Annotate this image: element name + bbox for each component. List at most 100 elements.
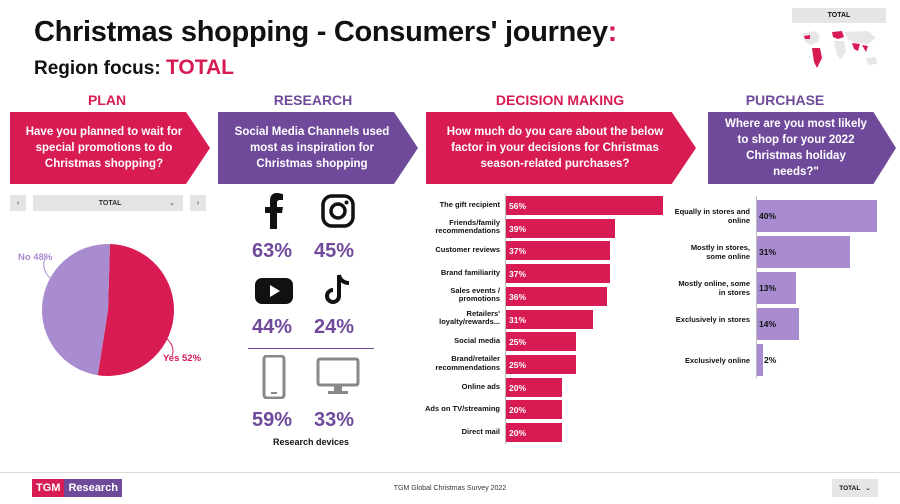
chevron-down-icon: ⌄ <box>865 485 871 492</box>
purchase-label: Exclusively in stores <box>675 315 750 324</box>
tiktok-icon <box>325 274 350 304</box>
plan-pie-chart <box>41 244 174 376</box>
decision-label: Brand/retailer recommendations <box>435 353 500 372</box>
decision-value: 36% <box>509 291 527 302</box>
purchase-bar[interactable] <box>757 200 877 232</box>
chevron-down-icon: ⌄ <box>169 200 175 207</box>
region-value: TOTAL <box>165 56 234 79</box>
tgm-research-logo: TGM Research <box>32 479 122 497</box>
footer-divider <box>0 472 900 473</box>
decision-value: 39% <box>509 223 527 234</box>
purchase-label: Mostly online, some in stores <box>678 279 750 297</box>
region-filter-select[interactable]: TOTAL ⌄ <box>33 195 183 211</box>
pie-slice-no[interactable] <box>41 244 110 376</box>
purchase-bar[interactable] <box>757 236 850 268</box>
facebook-icon <box>265 193 283 229</box>
decision-label: Retailers' loyalty/rewards... <box>439 308 500 327</box>
prev-button[interactable]: ‹ <box>10 195 26 211</box>
pie-label-yes: Yes 52% <box>163 353 202 364</box>
purchase-value: 13% <box>759 283 777 293</box>
region-filter-value: TOTAL <box>98 199 122 207</box>
smartphone-icon <box>262 355 286 399</box>
plan-heading: PLAN <box>87 92 127 108</box>
decision-label: Online ads <box>461 381 500 391</box>
purchase-axis <box>756 196 757 378</box>
purchase-value: 31% <box>759 247 777 257</box>
purchase-value: 40% <box>759 211 777 221</box>
decision-label: Direct mail <box>461 427 500 436</box>
region-prefix: Region focus: <box>34 58 166 79</box>
purchase-bar[interactable] <box>757 272 796 304</box>
decision-bar[interactable] <box>506 354 577 374</box>
pie-label-no: No 48% <box>18 252 53 263</box>
smartphone-percent: 59% <box>252 409 293 431</box>
decision-value: 25% <box>509 359 527 370</box>
footer-select-value: TOTAL <box>839 484 861 492</box>
purchase-value: 14% <box>759 319 777 329</box>
pie-leader-no <box>43 255 51 279</box>
decision-value: 37% <box>509 269 527 280</box>
region-map[interactable]: TOTAL <box>792 8 886 74</box>
purchase-bar[interactable] <box>757 344 763 376</box>
decision-value: 25% <box>509 337 527 348</box>
decision-label: Ads on TV/streaming <box>424 404 500 414</box>
decision-label: Friends/family recommendations <box>435 217 500 236</box>
decision-bar[interactable] <box>506 196 663 215</box>
decision-bar[interactable] <box>506 264 610 284</box>
footer-region-select[interactable]: TOTAL ⌄ <box>832 479 878 497</box>
decision-question: How much do you care about the below fac… <box>426 112 696 184</box>
purchase-label: Equally in stores and online <box>674 207 750 225</box>
decision-value: 20% <box>509 428 527 438</box>
youtube-icon <box>255 278 293 304</box>
research-heading: RESEARCH <box>273 92 353 108</box>
purchase-value: 2% <box>764 355 777 365</box>
logo-research: Research <box>64 479 122 497</box>
decision-label: Sales events / promotions <box>450 285 500 304</box>
research-question: Social Media Channels used most as inspi… <box>218 112 418 184</box>
decision-value: 56% <box>509 201 527 211</box>
pie-slice-yes[interactable] <box>97 244 174 376</box>
purchase-bar[interactable] <box>757 308 799 340</box>
decision-value: 37% <box>509 246 527 257</box>
tiktok-percent: 24% <box>314 316 355 338</box>
purchase-question: Where are you most likely to shop for yo… <box>708 112 896 184</box>
decision-bar[interactable] <box>506 218 616 238</box>
purchase-heading: PURCHASE <box>745 92 825 108</box>
title-colon: : <box>607 16 618 48</box>
research-divider <box>248 348 374 349</box>
decision-bar[interactable] <box>506 423 563 442</box>
purchase-label: Mostly in stores, some online <box>690 243 750 261</box>
decision-bar[interactable] <box>506 377 563 397</box>
purchase-label: Exclusively online <box>684 356 750 365</box>
page-title: Christmas shopping - Consumers' journey: <box>34 16 618 48</box>
desktop-percent: 33% <box>314 409 355 431</box>
decision-axis <box>505 194 506 444</box>
research-devices-label: Research devices <box>272 437 350 447</box>
pie-leader-yes <box>163 335 174 357</box>
world-map-icon <box>802 31 877 68</box>
decision-value: 20% <box>509 382 527 393</box>
decision-value: 31% <box>509 314 527 325</box>
next-button[interactable]: › <box>190 195 206 211</box>
decision-bar[interactable] <box>506 400 563 420</box>
logo-tgm: TGM <box>32 479 65 497</box>
decision-heading: DECISION MAKING <box>495 92 625 108</box>
region-subtitle: Region focus: TOTAL <box>34 56 234 80</box>
map-label: TOTAL <box>792 8 886 23</box>
decision-label: Social media <box>454 336 500 346</box>
decision-label: Brand familiarity <box>440 268 500 278</box>
decision-value: 20% <box>509 405 527 416</box>
facebook-percent: 63% <box>252 240 293 262</box>
decision-bar[interactable] <box>506 241 610 261</box>
decision-bar[interactable] <box>506 286 607 306</box>
plan-question: Have you planned to wait for special pro… <box>10 112 210 184</box>
instagram-icon <box>321 194 355 228</box>
decision-bar[interactable] <box>506 309 593 329</box>
decision-label: The gift recipient <box>439 200 500 209</box>
decision-bar[interactable] <box>506 332 577 352</box>
instagram-percent: 45% <box>314 240 355 262</box>
survey-source: TGM Global Christmas Survey 2022 <box>393 485 507 492</box>
youtube-percent: 44% <box>252 316 293 338</box>
desktop-icon <box>316 357 360 394</box>
decision-label: Customer reviews <box>435 245 500 255</box>
